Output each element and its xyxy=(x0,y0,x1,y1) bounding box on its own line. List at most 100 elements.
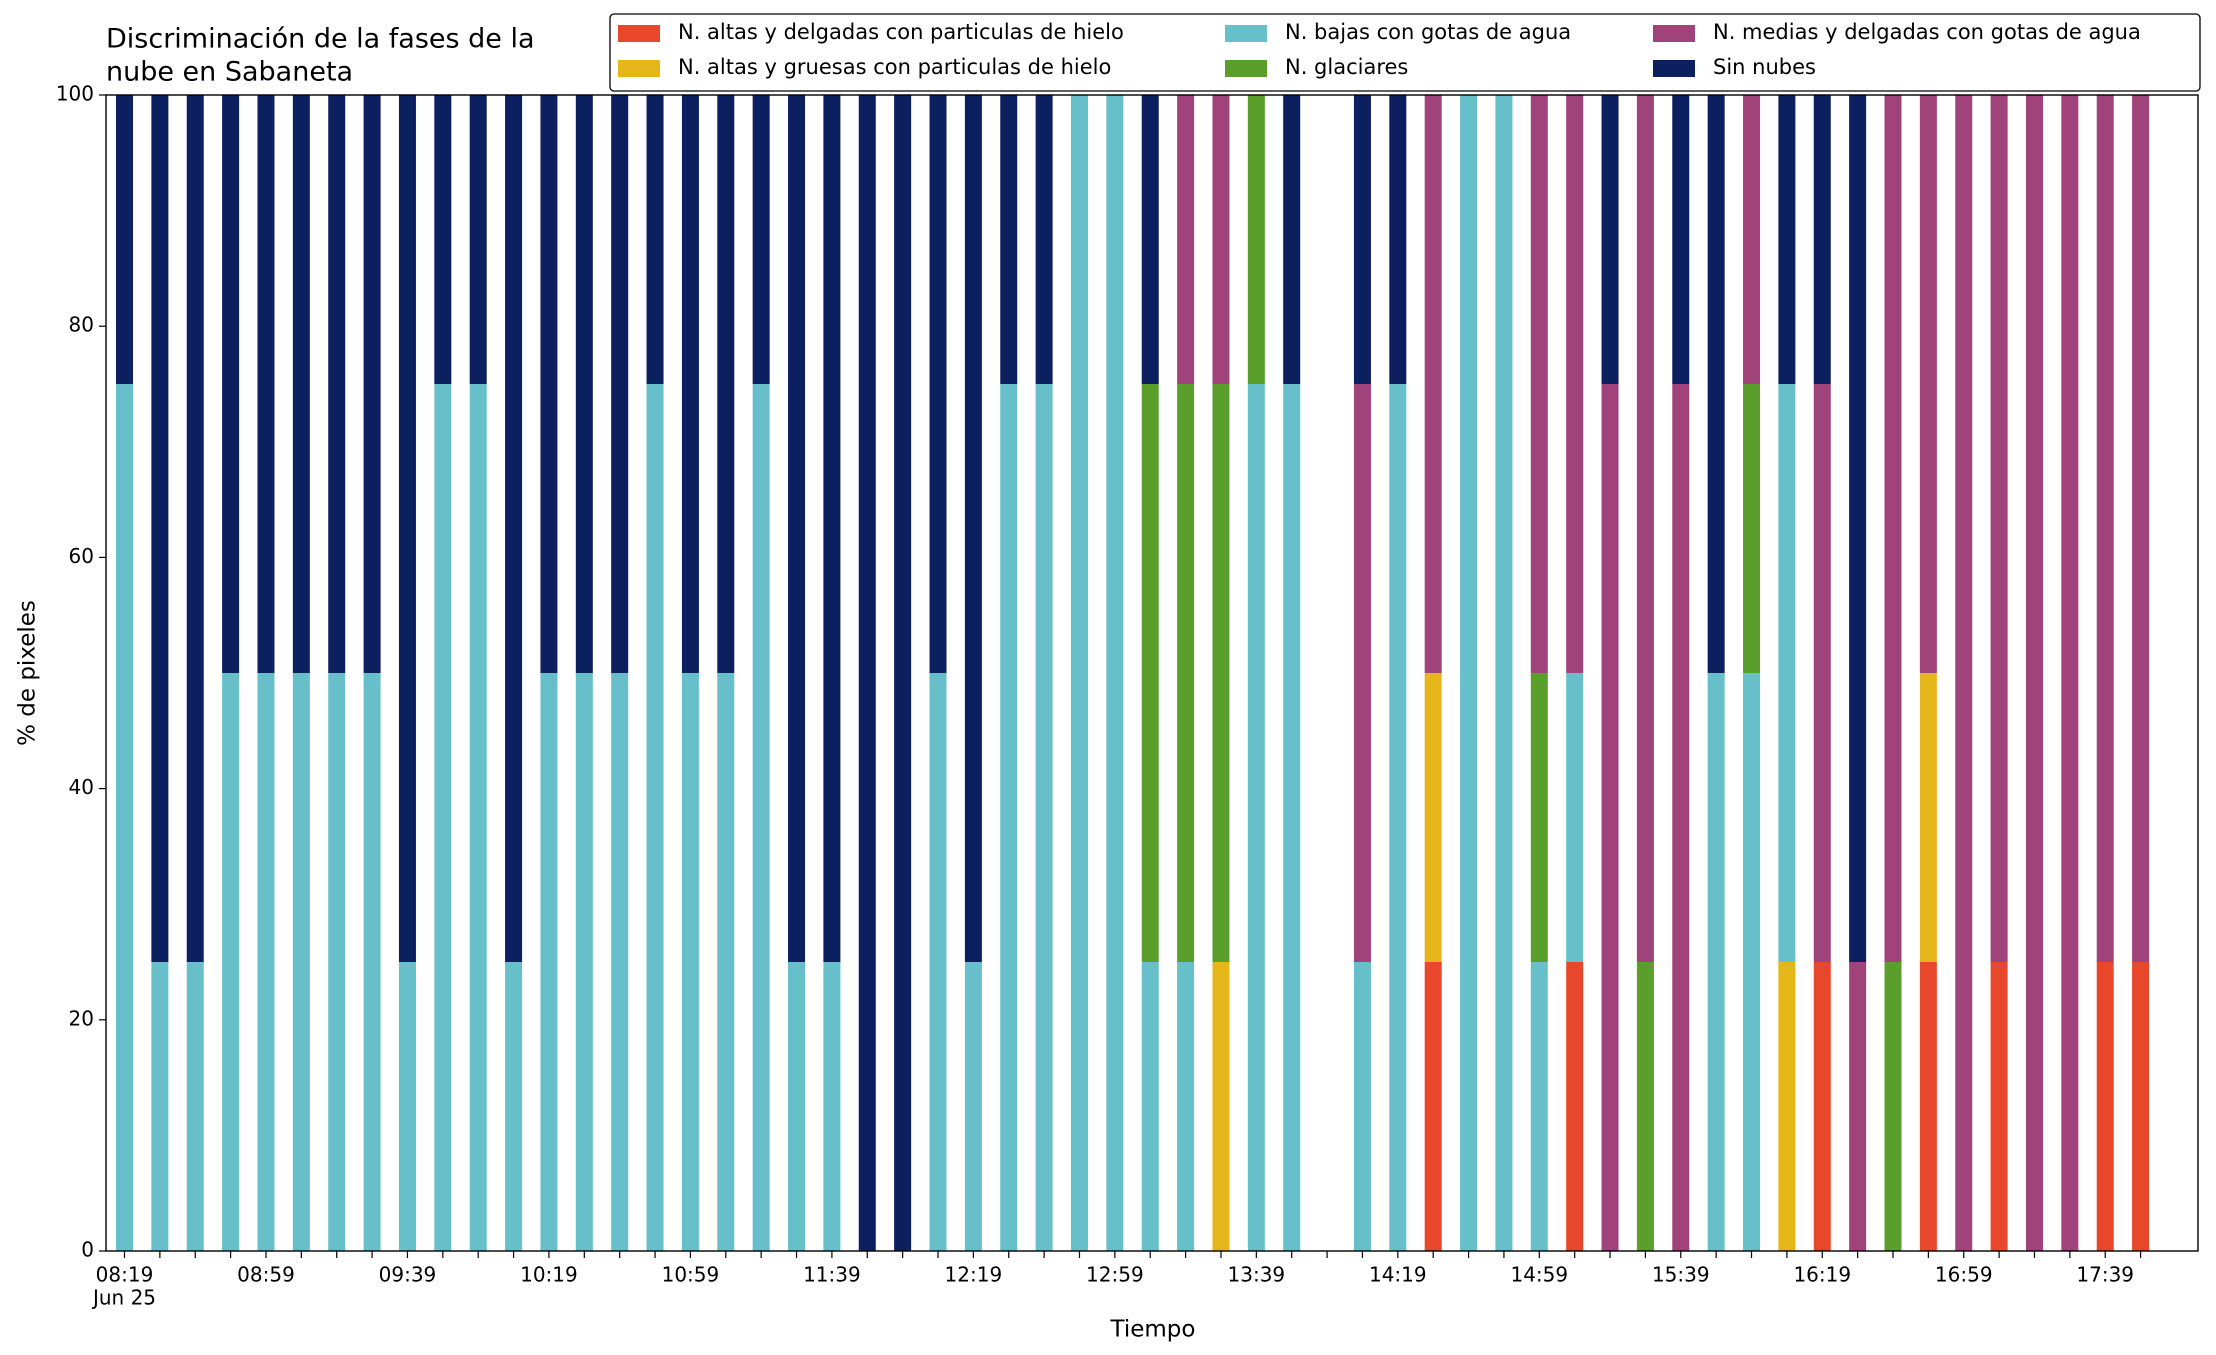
x-tick-label: 09:39 xyxy=(379,1263,437,1287)
bar-segment xyxy=(469,95,487,384)
x-tick-label: 15:39 xyxy=(1652,1263,1710,1287)
bar-segment xyxy=(1212,962,1230,1251)
bar-segment xyxy=(434,95,452,384)
y-axis-label: % de pixeles xyxy=(15,600,41,746)
bar-segment xyxy=(1601,384,1619,1251)
bar-segment xyxy=(222,95,240,673)
bar-segment xyxy=(788,962,806,1251)
bar-segment xyxy=(1530,673,1548,962)
bar-segment xyxy=(1212,95,1230,384)
bar-segment xyxy=(752,384,770,1251)
bar-segment xyxy=(1141,962,1159,1251)
bar-segment xyxy=(1743,673,1761,1251)
bar-segment xyxy=(575,95,593,673)
bar-segment xyxy=(2132,95,2150,962)
x-date-label: Jun 25 xyxy=(91,1286,156,1310)
y-tick-label: 20 xyxy=(69,1006,94,1030)
bar-segment xyxy=(1566,95,1584,673)
plot-frame xyxy=(105,94,2199,1252)
bar-segment xyxy=(1460,95,1478,1251)
bar-segment xyxy=(1353,95,1371,384)
bar-segment xyxy=(929,673,947,1251)
bar-segment xyxy=(858,95,876,1251)
legend-swatch xyxy=(618,60,660,77)
bar-segment xyxy=(1778,962,1796,1251)
bar-segment xyxy=(1247,384,1265,1251)
bar-segment xyxy=(363,95,381,673)
y-tick-label: 100 xyxy=(56,82,94,106)
bar-segment xyxy=(1070,95,1088,1251)
legend-label: N. glaciares xyxy=(1285,55,1408,79)
bar-segment xyxy=(1813,384,1831,962)
bar-segment xyxy=(1035,95,1053,384)
bar-segment xyxy=(1743,95,1761,384)
bar-segment xyxy=(1000,95,1018,384)
bar-segment xyxy=(823,962,841,1251)
bar-segment xyxy=(257,95,275,673)
bar-segment xyxy=(1530,95,1548,673)
y-tick-label: 0 xyxy=(81,1238,94,1262)
bar-segment xyxy=(1778,384,1796,962)
bar-segment xyxy=(1530,962,1548,1251)
x-tick-label: 13:39 xyxy=(1228,1263,1286,1287)
bar-segment xyxy=(1177,962,1195,1251)
x-tick-label: 16:19 xyxy=(1793,1263,1851,1287)
bar-segment xyxy=(1849,962,1867,1251)
bar-segment xyxy=(1707,673,1725,1251)
bar-segment xyxy=(1389,95,1407,384)
bar-segment xyxy=(717,95,735,673)
legend-label: N. medias y delgadas con gotas de agua xyxy=(1713,20,2141,44)
bar-segment xyxy=(1177,384,1195,962)
bar-segment xyxy=(1566,673,1584,962)
chart-title: Discriminación de la fases de la xyxy=(106,24,535,55)
bar-segment xyxy=(1177,95,1195,384)
legend-label: N. bajas con gotas de agua xyxy=(1285,20,1571,44)
bar-segment xyxy=(1636,962,1654,1251)
bar-segment xyxy=(1283,384,1301,1251)
x-tick-label: 14:59 xyxy=(1510,1263,1568,1287)
bar-segment xyxy=(1353,384,1371,962)
bar-segment xyxy=(1919,962,1937,1251)
bar-segment xyxy=(1707,95,1725,673)
legend-label: N. altas y delgadas con particulas de hi… xyxy=(678,20,1124,44)
bar-segment xyxy=(1849,95,1867,962)
bar-segment xyxy=(1424,962,1442,1251)
x-tick-label: 12:59 xyxy=(1086,1263,1144,1287)
bar-segment xyxy=(116,384,133,1251)
bar-segment xyxy=(505,962,523,1251)
bar-segment xyxy=(2061,95,2079,1251)
legend-swatch xyxy=(1653,25,1695,42)
bar-segment xyxy=(1424,673,1442,962)
bar-segment xyxy=(964,962,982,1251)
bar-segment xyxy=(540,673,558,1251)
y-tick-label: 60 xyxy=(69,544,94,568)
x-tick-label: 17:39 xyxy=(2076,1263,2134,1287)
bar-segment xyxy=(1141,384,1159,962)
bar-segment xyxy=(1283,95,1301,384)
bar-segment xyxy=(1141,95,1159,384)
bar-segment xyxy=(1743,384,1761,673)
bar-segment xyxy=(1000,384,1018,1251)
legend: N. altas y delgadas con particulas de hi… xyxy=(609,13,2201,92)
bar-segment xyxy=(469,384,487,1251)
bar-segment xyxy=(575,673,593,1251)
bar-segment xyxy=(2096,962,2114,1251)
bar-segment xyxy=(116,95,133,384)
bar-segment xyxy=(363,673,381,1251)
bar-segment xyxy=(1955,95,1973,1251)
bar-segment xyxy=(717,673,735,1251)
bar-segment xyxy=(964,95,982,962)
bar-segment xyxy=(681,95,699,673)
bar-segment xyxy=(151,95,169,962)
bar-segment xyxy=(186,962,204,1251)
legend-label: N. altas y gruesas con particulas de hie… xyxy=(678,55,1111,79)
bar-segment xyxy=(1672,384,1690,1251)
bar-segment xyxy=(823,95,841,962)
bar-segment xyxy=(1353,962,1371,1251)
bar-segment xyxy=(1106,95,1124,1251)
bar-segment xyxy=(1672,95,1690,384)
bar-segment xyxy=(2132,962,2150,1251)
bar-segment xyxy=(1247,95,1265,384)
x-tick-label: 16:59 xyxy=(1935,1263,1993,1287)
